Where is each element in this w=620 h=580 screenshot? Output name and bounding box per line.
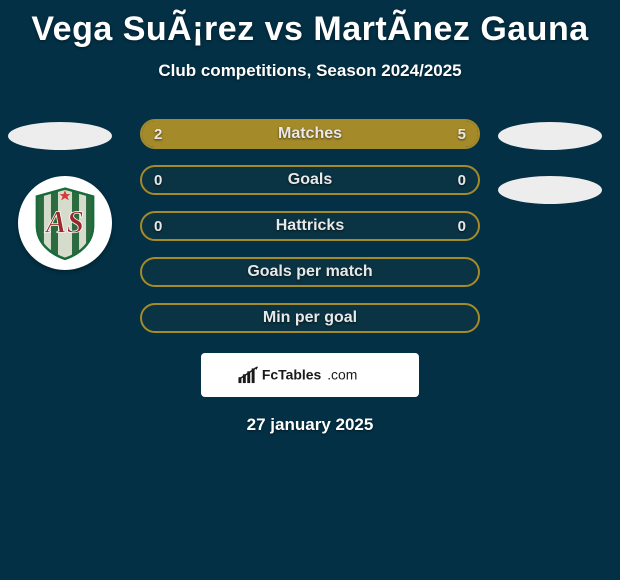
subtitle: Club competitions, Season 2024/2025 (0, 61, 620, 81)
snapshot-date: 27 january 2025 (0, 415, 620, 435)
stat-label: Min per goal (263, 309, 357, 327)
stat-label: Goals (288, 171, 332, 189)
stat-label: Matches (278, 125, 342, 143)
stat-row: Min per goal (0, 295, 620, 341)
brand-box: FcTables .com (201, 353, 419, 397)
fctables-logo-icon: FcTables .com (237, 364, 384, 386)
stat-row: 2 5 Matches (0, 111, 620, 157)
stat-pill: 0 0 Hattricks (140, 211, 480, 241)
stat-pill: 0 0 Goals (140, 165, 480, 195)
stat-value-left: 0 (154, 172, 162, 189)
stat-row: 0 0 Goals (0, 157, 620, 203)
stat-row: 0 0 Hattricks (0, 203, 620, 249)
stat-value-right: 0 (458, 218, 466, 235)
stat-value-left: 0 (154, 218, 162, 235)
stat-pill: 2 5 Matches (140, 119, 480, 149)
stat-pill: Min per goal (140, 303, 480, 333)
stat-label: Hattricks (276, 217, 344, 235)
stat-value-right: 5 (458, 126, 466, 143)
stat-row: Goals per match (0, 249, 620, 295)
stat-pill: Goals per match (140, 257, 480, 287)
stat-label: Goals per match (247, 263, 372, 281)
page-title: Vega SuÃ¡rez vs MartÃ­nez Gauna (0, 0, 620, 49)
stat-rows: 2 5 Matches 0 0 Goals 0 0 Hattricks Goals per mat… (0, 111, 620, 341)
stat-value-right: 0 (458, 172, 466, 189)
svg-text:.com: .com (327, 366, 357, 382)
svg-text:FcTables: FcTables (262, 366, 322, 382)
stat-bar-right (238, 121, 478, 147)
stat-value-left: 2 (154, 126, 162, 143)
